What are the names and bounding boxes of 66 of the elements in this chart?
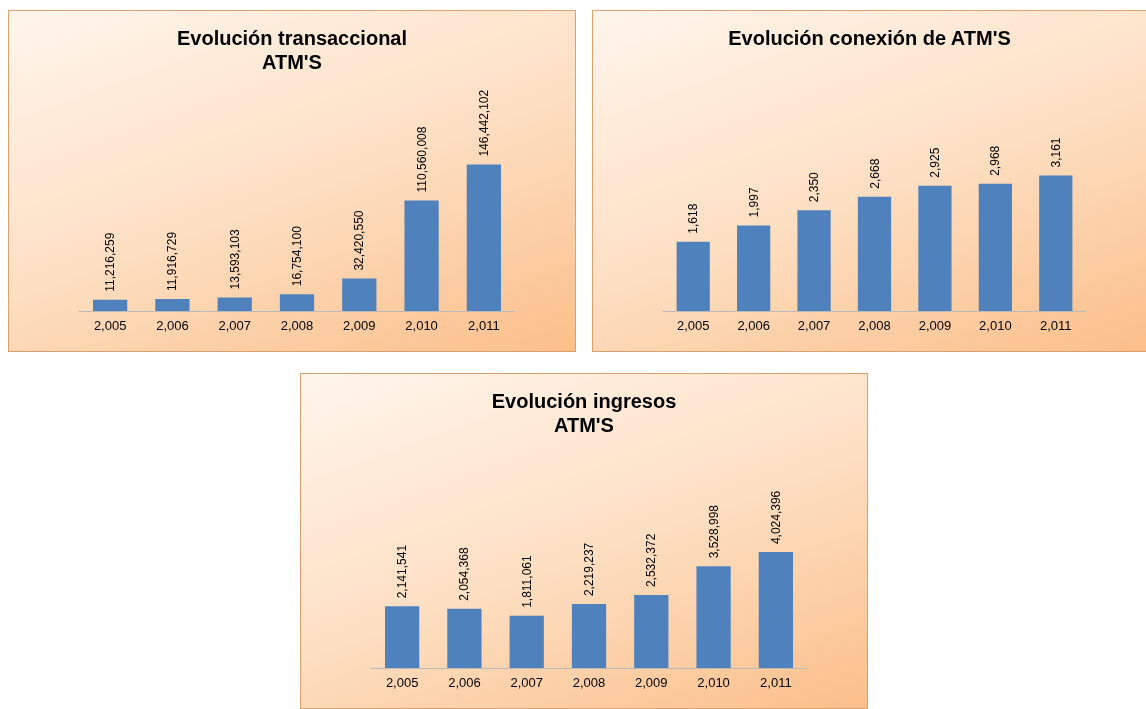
data-label: 32,420,550 [352, 210, 367, 271]
bar [918, 185, 952, 311]
bar [737, 225, 771, 311]
data-label: 2,532,372 [644, 533, 659, 588]
data-label: 146,442,102 [476, 89, 491, 157]
data-label: 2,968 [988, 145, 1003, 176]
chart-title: Evolución conexión de ATM'S [728, 27, 1011, 49]
x-tick-label: 2,007 [218, 318, 251, 333]
data-label: 2,219,237 [582, 542, 596, 597]
bar [696, 566, 731, 668]
bar [385, 606, 420, 668]
bar [758, 552, 793, 668]
bar [797, 210, 831, 311]
data-label: 2,668 [867, 158, 882, 189]
chart-title: Evolución transaccional ATM'S [176, 27, 408, 73]
x-tick-label: 2,011 [1040, 318, 1072, 333]
x-tick-label: 2,006 [156, 318, 189, 333]
data-label: 1,811,061 [519, 555, 534, 608]
data-label: 13,593,103 [227, 229, 242, 290]
bar [217, 297, 252, 311]
data-label: 2,350 [807, 171, 822, 203]
data-label: 1,618 [686, 203, 701, 234]
x-tick-label: 2,009 [343, 318, 376, 333]
x-tick-label: 2,009 [635, 675, 668, 690]
x-tick-label: 2,008 [280, 318, 314, 333]
x-tick-label: 2,009 [918, 318, 952, 333]
data-label: 11,216,259 [103, 232, 118, 292]
data-label: 4,024,396 [768, 490, 783, 545]
x-tick-label: 2,010 [979, 318, 1012, 333]
x-tick-label: 2,005 [676, 318, 710, 333]
x-tick-label: 2,006 [448, 675, 481, 690]
x-tick-label: 2,011 [468, 318, 500, 333]
data-label: 16,754,100 [290, 225, 304, 287]
bar [466, 164, 501, 311]
data-label: 11,916,729 [165, 231, 180, 292]
bar [509, 615, 544, 668]
x-tick-label: 2,005 [385, 675, 419, 690]
x-tick-label: 2,008 [572, 675, 606, 690]
data-label: 110,560,008 [414, 126, 429, 193]
bar [342, 278, 377, 311]
data-label: 3,161 [1048, 137, 1063, 168]
x-tick-label: 2,006 [737, 318, 770, 333]
x-tick-label: 2,010 [405, 318, 438, 333]
bar [676, 241, 710, 311]
bar [571, 604, 607, 668]
bar [279, 294, 315, 311]
data-label: 2,925 [927, 147, 942, 178]
bar [1039, 175, 1073, 311]
x-tick-label: 2,008 [858, 318, 891, 333]
data-label: 3,528,998 [706, 504, 721, 559]
x-tick-label: 2,005 [93, 318, 127, 333]
data-label: 2,141,541 [395, 544, 410, 599]
bar [857, 196, 892, 311]
data-label: 1,997 [746, 187, 761, 218]
bar [447, 608, 482, 668]
bar [634, 595, 669, 668]
chart-title: Evolución ingresos ATM'S [491, 390, 677, 436]
x-tick-label: 2,007 [510, 675, 543, 690]
x-tick-label: 2,010 [697, 675, 730, 690]
bar [404, 200, 439, 311]
x-tick-label: 2,007 [797, 318, 831, 333]
x-tick-label: 2,011 [760, 675, 792, 690]
bar [93, 299, 128, 311]
data-label: 2,054,368 [457, 547, 472, 601]
bar [155, 299, 190, 311]
bar [978, 183, 1012, 311]
